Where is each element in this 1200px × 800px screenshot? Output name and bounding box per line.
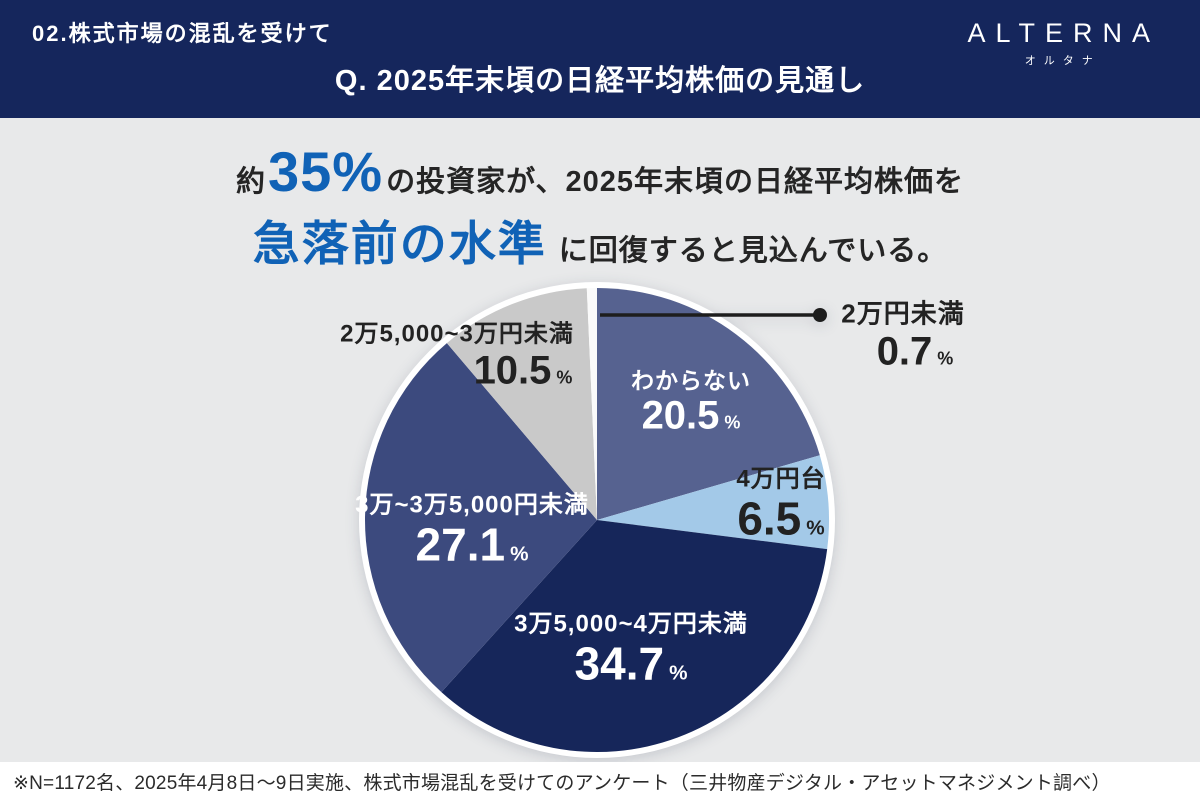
headline-stat: 35% bbox=[267, 140, 384, 203]
slice-label-3man-3man5000: 3万~3万5,000円未満 27.1% bbox=[355, 492, 589, 569]
headline-suffix: に回復すると見込んでいる。 bbox=[558, 235, 948, 267]
slice-value: 34.7% bbox=[574, 637, 688, 690]
slice-value: 27.1% bbox=[415, 518, 529, 571]
slice-value: 10.5% bbox=[473, 348, 573, 393]
logo-wordmark: ALTERNA bbox=[967, 18, 1160, 48]
slice-name: 3万5,000~4万円未満 bbox=[514, 610, 748, 638]
logo-subtitle: オルタナ bbox=[1024, 55, 1101, 67]
slice-label-4man-endai: 4万円台 6.5% bbox=[736, 466, 825, 543]
pie-slice-3 bbox=[364, 343, 597, 693]
pie-slice-0 bbox=[597, 288, 820, 520]
slice-name: 2万5,000~3万円未満 bbox=[340, 320, 574, 348]
slice-name: 4万円台 bbox=[736, 465, 826, 493]
alterna-logo: ALTERNA オルタナ bbox=[957, 18, 1160, 68]
slice-label-wakaranai: わからない 20.5% bbox=[631, 367, 751, 436]
headline-line-2: 急落前の水準 に回復すると見込んでいる。 bbox=[0, 215, 1200, 280]
headline-middle: の投資家が、2025年末頃の日経平均株価を bbox=[386, 166, 965, 198]
slice-value: 20.5% bbox=[641, 393, 741, 438]
pie-slice-4 bbox=[446, 288, 597, 520]
slice-name: わからない bbox=[631, 367, 751, 394]
slice-label-2man-miman: 2万円未満 0.7% bbox=[841, 298, 965, 373]
slice-value: 6.5% bbox=[737, 492, 825, 545]
headline-highlight: 急落前の水準 bbox=[252, 217, 547, 270]
pie-slice-1 bbox=[597, 455, 830, 550]
footnote-text: ※N=1172名、2025年4月8日〜9日実施、株式市場混乱を受けてのアンケート… bbox=[13, 772, 1111, 794]
headline: 約 35% の投資家が、2025年末頃の日経平均株価を 急落前の水準 に回復する… bbox=[0, 141, 1200, 280]
slice-label-3man5000-4man: 3万5,000~4万円未満 34.7% bbox=[514, 611, 748, 688]
headline-line-1: 約 35% の投資家が、2025年末頃の日経平均株価を bbox=[0, 141, 1200, 213]
pie-slices bbox=[364, 287, 830, 752]
slice-value: 0.7% bbox=[876, 329, 954, 374]
page-title: Q. 2025年末頃の日経平均株価の見通し bbox=[334, 65, 866, 97]
section-label: 02.株式市場の混乱を受けて bbox=[32, 21, 333, 46]
slice-label-2man5000-3man: 2万5,000~3万円未満 10.5% bbox=[340, 321, 574, 392]
headline-prefix: 約 bbox=[235, 166, 265, 198]
callout-dot bbox=[813, 308, 827, 322]
pie-slice-2 bbox=[441, 520, 828, 752]
header: 02.株式市場の混乱を受けて Q. 2025年末頃の日経平均株価の見通し ALT… bbox=[0, 0, 1200, 118]
slice-name: 3万~3万5,000円未満 bbox=[355, 491, 589, 519]
slice-name: 2万円未満 bbox=[841, 298, 965, 329]
footnote: ※N=1172名、2025年4月8日〜9日実施、株式市場混乱を受けてのアンケート… bbox=[0, 762, 1200, 800]
pie-slice-5 bbox=[586, 287, 597, 520]
